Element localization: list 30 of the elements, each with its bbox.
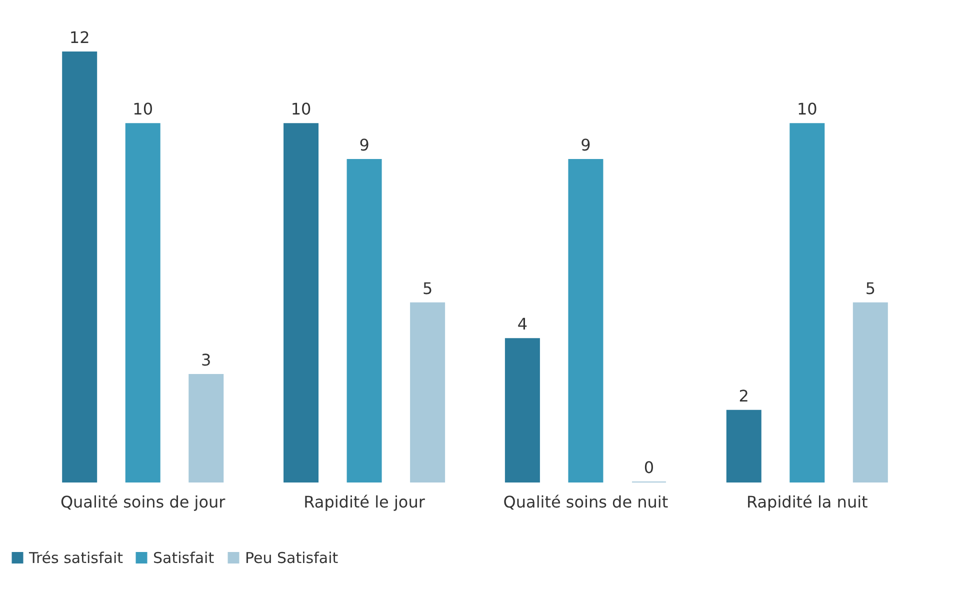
bar — [125, 123, 160, 482]
bar — [284, 123, 319, 482]
bar — [504, 338, 540, 482]
data-label: 10 — [290, 100, 312, 119]
x-tick-label: Rapidité la nuit — [746, 492, 868, 512]
bar — [62, 52, 98, 482]
legend-label: Satisfait — [153, 548, 214, 567]
data-label: 12 — [69, 28, 90, 47]
bar — [852, 302, 888, 482]
data-label: 4 — [517, 314, 528, 334]
data-label: 9 — [359, 136, 370, 154]
data-label: 2 — [738, 386, 749, 406]
bar — [410, 302, 446, 482]
data-label: 5 — [422, 278, 433, 298]
bar — [346, 159, 382, 482]
data-label: 10 — [796, 100, 818, 119]
bar — [790, 123, 825, 482]
bar — [188, 374, 224, 482]
legend-label: Peu Satisfait — [245, 548, 338, 567]
data-label: 9 — [580, 136, 591, 154]
data-label: 5 — [865, 278, 876, 298]
bar — [568, 159, 604, 482]
x-tick-label: Qualité soins de jour — [60, 492, 226, 512]
x-tick-label: Rapidité le jour — [304, 492, 426, 512]
data-label: 3 — [201, 350, 212, 370]
x-tick-label: Qualité soins de nuit — [503, 492, 668, 512]
legend-label: Trés satisfait — [28, 548, 124, 567]
bar — [726, 410, 762, 482]
data-label: 10 — [132, 100, 154, 119]
data-label: 0 — [644, 458, 654, 477]
